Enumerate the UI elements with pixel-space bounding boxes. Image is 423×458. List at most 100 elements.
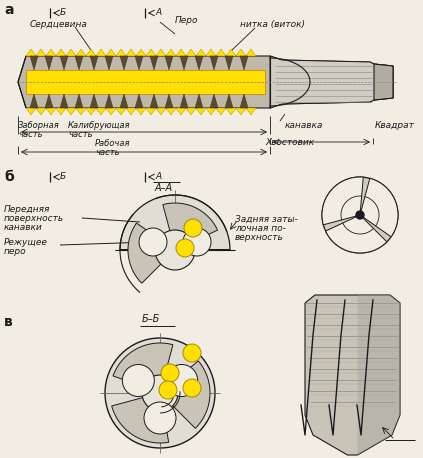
Text: γ: γ bbox=[182, 243, 188, 253]
Polygon shape bbox=[246, 108, 256, 115]
Text: верхность: верхность bbox=[235, 233, 284, 242]
Polygon shape bbox=[120, 94, 128, 108]
Text: Калибрующая: Калибрующая bbox=[68, 121, 131, 130]
Text: Режущее: Режущее bbox=[4, 238, 48, 247]
Polygon shape bbox=[326, 215, 387, 253]
Polygon shape bbox=[26, 49, 36, 56]
Polygon shape bbox=[210, 56, 218, 70]
Text: Сердцевина: Сердцевина bbox=[30, 20, 88, 29]
Polygon shape bbox=[126, 108, 136, 115]
Polygon shape bbox=[75, 56, 83, 70]
Circle shape bbox=[159, 381, 177, 399]
Polygon shape bbox=[96, 108, 106, 115]
Polygon shape bbox=[96, 49, 106, 56]
Polygon shape bbox=[113, 343, 173, 393]
Polygon shape bbox=[196, 49, 206, 56]
Polygon shape bbox=[156, 49, 166, 56]
Text: канавка: канавка bbox=[285, 121, 323, 130]
Polygon shape bbox=[36, 49, 46, 56]
Polygon shape bbox=[46, 49, 56, 56]
Polygon shape bbox=[26, 108, 36, 115]
Text: А: А bbox=[155, 172, 161, 181]
Polygon shape bbox=[166, 108, 176, 115]
Circle shape bbox=[155, 230, 195, 270]
Circle shape bbox=[139, 228, 167, 256]
Polygon shape bbox=[225, 56, 233, 70]
Text: Заборная: Заборная bbox=[18, 121, 60, 130]
Polygon shape bbox=[26, 70, 265, 94]
Polygon shape bbox=[360, 178, 398, 237]
Polygon shape bbox=[60, 94, 68, 108]
Polygon shape bbox=[195, 56, 203, 70]
Polygon shape bbox=[357, 295, 400, 455]
Circle shape bbox=[356, 211, 364, 219]
Polygon shape bbox=[136, 49, 146, 56]
Polygon shape bbox=[76, 108, 86, 115]
Polygon shape bbox=[105, 56, 113, 70]
Polygon shape bbox=[116, 49, 126, 56]
Polygon shape bbox=[90, 56, 98, 70]
Polygon shape bbox=[216, 49, 226, 56]
Circle shape bbox=[105, 338, 215, 448]
Polygon shape bbox=[206, 49, 216, 56]
Polygon shape bbox=[120, 56, 128, 70]
Polygon shape bbox=[150, 94, 158, 108]
Polygon shape bbox=[36, 108, 46, 115]
Text: β: β bbox=[166, 368, 173, 378]
Polygon shape bbox=[75, 94, 83, 108]
Polygon shape bbox=[30, 94, 38, 108]
Polygon shape bbox=[86, 108, 96, 115]
Polygon shape bbox=[186, 108, 196, 115]
Text: перо: перо bbox=[4, 247, 27, 256]
Polygon shape bbox=[45, 56, 53, 70]
Text: в: в bbox=[4, 315, 13, 329]
Text: нитка (виток): нитка (виток) bbox=[240, 20, 305, 29]
Polygon shape bbox=[136, 108, 146, 115]
Text: Квадрат: Квадрат bbox=[375, 121, 415, 130]
Polygon shape bbox=[116, 108, 126, 115]
Polygon shape bbox=[226, 108, 236, 115]
Text: а: а bbox=[4, 3, 14, 17]
Polygon shape bbox=[120, 195, 230, 250]
Polygon shape bbox=[186, 49, 196, 56]
Polygon shape bbox=[176, 49, 186, 56]
Polygon shape bbox=[60, 56, 68, 70]
Polygon shape bbox=[226, 49, 236, 56]
Polygon shape bbox=[305, 295, 400, 455]
Polygon shape bbox=[374, 64, 393, 100]
Polygon shape bbox=[112, 393, 169, 443]
Text: Б–Б: Б–Б bbox=[142, 314, 160, 324]
Polygon shape bbox=[146, 108, 156, 115]
Text: часть: часть bbox=[68, 130, 93, 139]
Polygon shape bbox=[163, 203, 217, 250]
Polygon shape bbox=[156, 108, 166, 115]
Polygon shape bbox=[236, 108, 246, 115]
Circle shape bbox=[142, 375, 178, 411]
Circle shape bbox=[176, 239, 194, 257]
Polygon shape bbox=[46, 108, 56, 115]
Polygon shape bbox=[225, 94, 233, 108]
Polygon shape bbox=[56, 49, 66, 56]
Polygon shape bbox=[176, 108, 186, 115]
Polygon shape bbox=[180, 56, 188, 70]
Circle shape bbox=[183, 228, 211, 256]
Polygon shape bbox=[106, 108, 116, 115]
Polygon shape bbox=[240, 94, 248, 108]
Polygon shape bbox=[165, 56, 173, 70]
Polygon shape bbox=[128, 223, 175, 283]
Polygon shape bbox=[66, 49, 76, 56]
Polygon shape bbox=[216, 108, 226, 115]
Circle shape bbox=[166, 365, 198, 397]
Polygon shape bbox=[240, 56, 248, 70]
Text: часть: часть bbox=[95, 148, 120, 157]
Text: б: б bbox=[4, 170, 14, 184]
Text: Хвостовик: Хвостовик bbox=[266, 138, 315, 147]
Polygon shape bbox=[30, 56, 38, 70]
Circle shape bbox=[122, 365, 154, 397]
Circle shape bbox=[144, 402, 176, 434]
Circle shape bbox=[183, 379, 201, 397]
Polygon shape bbox=[150, 56, 158, 70]
Polygon shape bbox=[206, 108, 216, 115]
Circle shape bbox=[183, 344, 201, 362]
Polygon shape bbox=[166, 49, 176, 56]
